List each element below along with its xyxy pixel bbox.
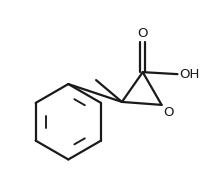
Text: OH: OH [179,68,200,81]
Text: O: O [137,27,148,40]
Text: O: O [164,106,174,119]
